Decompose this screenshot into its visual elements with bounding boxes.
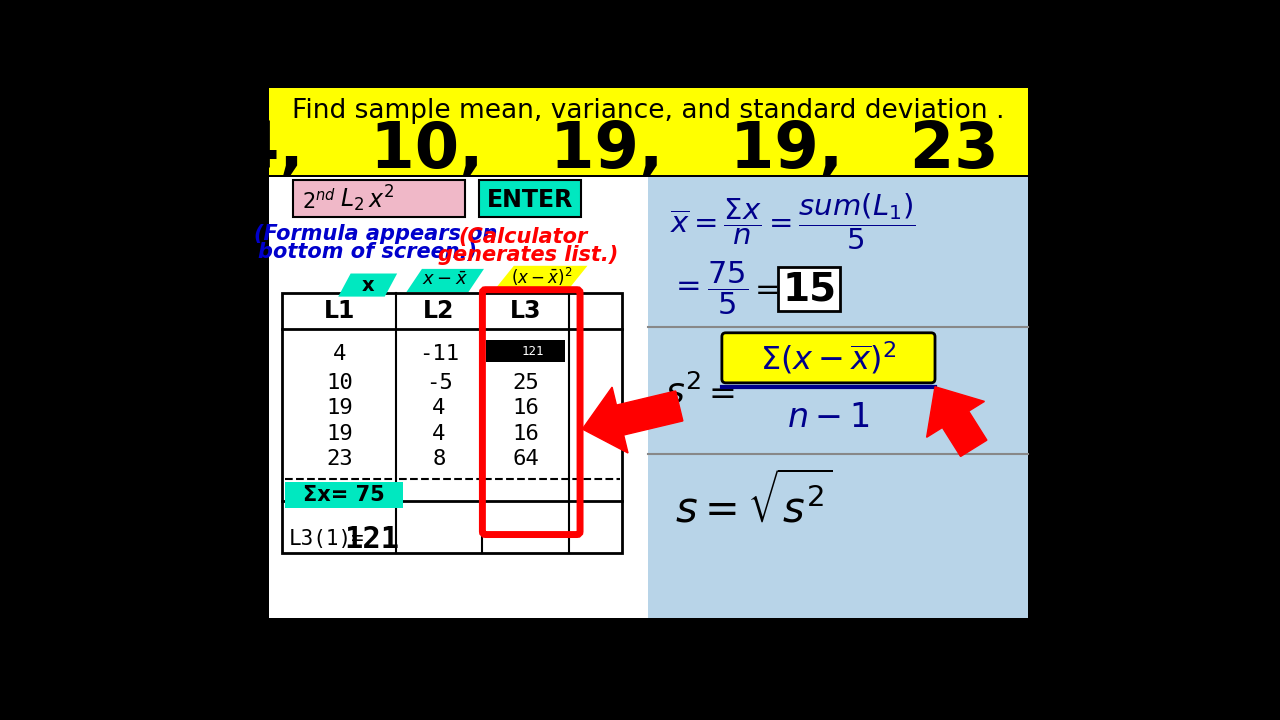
Text: $\Sigma(x-\overline{x})^2$: $\Sigma(x-\overline{x})^2$	[760, 339, 897, 376]
Text: bottom of screen.): bottom of screen.)	[259, 242, 477, 262]
Text: 4: 4	[433, 398, 445, 418]
Text: (Calculator: (Calculator	[458, 228, 588, 247]
Text: 4: 4	[333, 344, 346, 364]
FancyBboxPatch shape	[284, 482, 403, 508]
Text: L1: L1	[324, 299, 355, 323]
Text: 4: 4	[433, 423, 445, 444]
Text: 121: 121	[521, 345, 544, 358]
Text: $s = \sqrt{s^2}$: $s = \sqrt{s^2}$	[676, 473, 833, 531]
Text: 23: 23	[326, 449, 353, 469]
Text: Σx= 75: Σx= 75	[303, 485, 384, 505]
FancyBboxPatch shape	[648, 177, 1028, 618]
Text: ENTER: ENTER	[486, 189, 573, 212]
Text: x: x	[361, 276, 374, 294]
Text: -11: -11	[419, 344, 460, 364]
FancyBboxPatch shape	[479, 180, 581, 217]
Text: 25: 25	[512, 373, 539, 393]
Text: $\overline{x} = \dfrac{\Sigma x}{n} = \dfrac{sum(L_1)}{5}$: $\overline{x} = \dfrac{\Sigma x}{n} = \d…	[669, 191, 915, 251]
Text: $s^2$: $s^2$	[666, 374, 701, 411]
Text: Find sample mean, variance, and standard deviation .: Find sample mean, variance, and standard…	[292, 98, 1005, 124]
Text: -5: -5	[426, 373, 452, 393]
Text: $= \dfrac{75}{5}$: $= \dfrac{75}{5}$	[669, 259, 749, 317]
Text: 16: 16	[512, 398, 539, 418]
FancyBboxPatch shape	[269, 88, 1028, 175]
Polygon shape	[407, 269, 484, 292]
Text: $L_2$: $L_2$	[340, 186, 365, 212]
Text: $(x-\bar{x})^2$: $(x-\bar{x})^2$	[511, 266, 572, 289]
Text: $n-1$: $n-1$	[787, 401, 869, 434]
FancyBboxPatch shape	[269, 177, 648, 618]
Text: L3: L3	[509, 299, 541, 323]
Text: $x^2$: $x^2$	[367, 186, 394, 213]
Text: L2: L2	[424, 299, 454, 323]
FancyBboxPatch shape	[722, 333, 934, 383]
Polygon shape	[582, 387, 682, 453]
FancyBboxPatch shape	[778, 266, 841, 311]
Text: L3(1)=: L3(1)=	[289, 529, 365, 549]
Text: 15: 15	[782, 271, 837, 309]
Text: 19: 19	[326, 398, 353, 418]
FancyBboxPatch shape	[485, 341, 566, 362]
FancyBboxPatch shape	[293, 180, 465, 217]
Text: 16: 16	[512, 423, 539, 444]
Polygon shape	[495, 266, 588, 289]
Text: $=$: $=$	[703, 377, 736, 410]
Text: 8: 8	[433, 449, 445, 469]
Text: 64: 64	[512, 449, 539, 469]
Text: generates list.): generates list.)	[438, 245, 618, 265]
Polygon shape	[927, 387, 987, 456]
Polygon shape	[338, 274, 397, 297]
Text: 4,   10,   19,   19,   23: 4, 10, 19, 19, 23	[236, 119, 1000, 181]
Text: 10: 10	[326, 373, 353, 393]
Text: (Formula appears on: (Formula appears on	[253, 224, 497, 244]
FancyBboxPatch shape	[283, 293, 622, 553]
Text: 19: 19	[326, 423, 353, 444]
Text: 121: 121	[344, 525, 399, 554]
Text: $x-\bar{x}$: $x-\bar{x}$	[422, 271, 468, 289]
Text: $2^{nd}$: $2^{nd}$	[302, 188, 335, 213]
Text: $=$: $=$	[749, 274, 780, 303]
